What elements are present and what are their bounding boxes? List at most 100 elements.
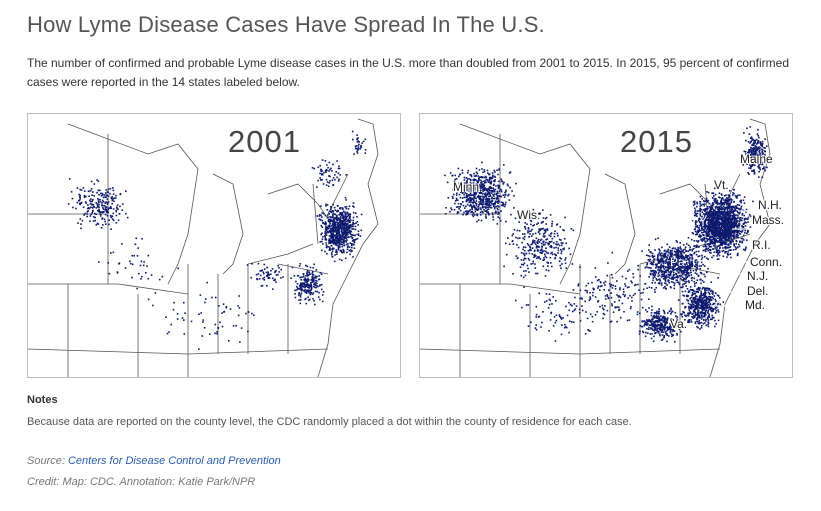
case-dot	[282, 276, 284, 278]
case-dot	[351, 244, 353, 247]
case-dot	[684, 264, 687, 267]
case-dot	[688, 319, 690, 321]
case-dot	[538, 212, 540, 215]
case-dot	[487, 190, 489, 192]
case-dot	[495, 201, 497, 203]
case-dot	[290, 277, 292, 279]
case-dot	[684, 263, 687, 266]
case-dot	[691, 293, 694, 296]
case-dot	[345, 217, 347, 220]
case-dot	[708, 202, 711, 205]
case-dot	[92, 220, 95, 222]
case-dot	[112, 251, 115, 254]
case-dot	[353, 153, 355, 155]
case-dot	[728, 199, 730, 202]
case-dot	[460, 203, 462, 205]
case-dot	[660, 265, 662, 267]
case-dot	[302, 273, 305, 275]
case-dot	[736, 226, 739, 228]
case-dot	[649, 255, 651, 258]
case-dot	[110, 252, 112, 254]
case-dot	[310, 292, 312, 295]
case-dot	[670, 267, 672, 269]
case-dot	[324, 234, 327, 236]
case-dot	[712, 233, 714, 236]
case-dot	[330, 208, 332, 210]
case-dot	[715, 218, 718, 221]
case-dot	[332, 224, 335, 227]
case-dot	[338, 243, 341, 245]
case-dot	[87, 204, 89, 206]
case-dot	[306, 281, 308, 283]
case-dot	[476, 186, 479, 189]
case-dot	[738, 213, 741, 215]
case-dot	[509, 186, 511, 189]
case-dot	[725, 234, 728, 237]
case-dot	[489, 185, 491, 188]
case-dot	[352, 202, 355, 204]
case-dot	[726, 232, 729, 234]
case-dot	[691, 306, 693, 308]
case-dot	[300, 276, 302, 279]
case-dot	[326, 227, 329, 229]
case-dot	[321, 159, 324, 161]
case-dot	[694, 261, 696, 263]
case-dot	[533, 256, 535, 259]
case-dot	[745, 218, 748, 220]
case-dot	[471, 198, 474, 201]
case-dot	[718, 297, 721, 299]
case-dot	[691, 265, 694, 267]
case-dot	[492, 213, 494, 216]
case-dot	[672, 247, 675, 249]
case-dot	[702, 234, 705, 236]
case-dot	[508, 172, 511, 174]
case-dot	[656, 263, 658, 265]
case-dot	[728, 209, 731, 211]
case-dot	[321, 249, 323, 252]
case-dot	[203, 327, 206, 329]
case-dot	[277, 265, 279, 267]
case-dot	[524, 274, 527, 277]
case-dot	[688, 280, 690, 282]
case-dot	[505, 242, 507, 245]
case-dot	[221, 312, 223, 314]
case-dot	[703, 287, 706, 289]
case-dot	[550, 244, 552, 247]
case-dot	[335, 238, 337, 240]
case-dot	[706, 216, 708, 218]
case-dot	[704, 295, 706, 298]
case-dot	[652, 256, 654, 258]
case-dot	[723, 229, 726, 232]
case-dot	[693, 277, 696, 280]
case-dot	[344, 213, 347, 215]
case-dot	[716, 202, 719, 204]
case-dot	[299, 302, 302, 305]
case-dot	[102, 207, 104, 209]
case-dot	[480, 176, 483, 178]
case-dot	[359, 235, 362, 237]
case-dot	[685, 285, 687, 287]
case-dot	[712, 308, 715, 311]
case-dot	[700, 318, 703, 320]
case-dot	[467, 199, 470, 201]
case-dot	[176, 318, 179, 320]
case-dot	[695, 269, 697, 272]
case-dot	[675, 273, 678, 275]
case-dot	[669, 273, 671, 276]
case-dot	[664, 278, 666, 280]
case-dot	[240, 327, 243, 329]
case-dot	[557, 234, 559, 237]
case-dot	[324, 230, 327, 233]
case-dot	[503, 164, 505, 166]
case-dot	[708, 295, 710, 298]
case-dot	[732, 209, 735, 212]
case-dot	[342, 236, 345, 238]
case-dot	[477, 188, 480, 191]
case-dot	[339, 246, 341, 248]
case-dot	[482, 187, 485, 189]
case-dot	[728, 249, 730, 252]
case-dot	[470, 194, 473, 197]
case-dot	[712, 248, 714, 250]
case-dot	[471, 206, 474, 208]
case-dot	[98, 201, 100, 204]
